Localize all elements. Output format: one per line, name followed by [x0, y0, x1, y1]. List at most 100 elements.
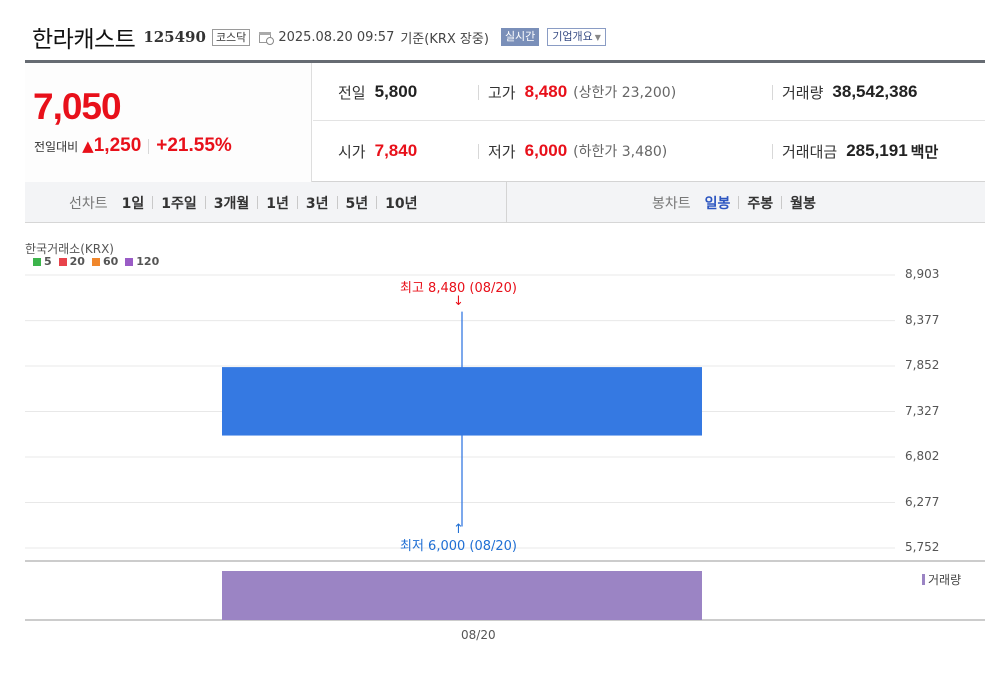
y-tick-label: 7,327	[905, 403, 940, 418]
volume-cell: 거래량 38,542,386	[782, 63, 918, 121]
market-badge: 코스닥	[211, 28, 251, 46]
quote-row-1: 전일 5,800 고가 8,480 (상한가 23,200) 거래량 38,54…	[313, 63, 985, 121]
prev-close-cell: 전일 5,800	[338, 63, 417, 121]
divider	[148, 138, 150, 154]
ma-legend-item: 120	[125, 255, 159, 268]
realtime-button[interactable]: 실시간	[500, 28, 540, 46]
candle-monthly[interactable]: 월봉	[790, 195, 816, 212]
company-info-label: 기업개요	[552, 30, 593, 43]
ma-legend-label: 5	[44, 255, 52, 268]
period-1y[interactable]: 1년	[266, 195, 289, 212]
period-1w[interactable]: 1주일	[161, 195, 197, 212]
divider	[478, 144, 479, 159]
low-annotation: ↑ 최저 6,000 (08/20)	[400, 521, 518, 554]
low-label: 저가	[488, 142, 516, 161]
x-axis-label: 08/20	[461, 628, 496, 642]
lower-limit: (하한가 3,480)	[573, 144, 668, 160]
up-arrow-icon: ↑	[453, 521, 464, 537]
high-annotation: 최고 8,480 (08/20) ↓	[400, 277, 518, 309]
y-tick-label: 5,752	[905, 540, 940, 554]
divider	[478, 85, 479, 100]
down-arrow-icon: ↓	[453, 293, 464, 309]
trade-value-unit: 백만	[910, 142, 939, 161]
volume-bar[interactable]	[222, 571, 702, 620]
calendar-clock-icon	[258, 29, 275, 45]
trade-value-label: 거래대금	[782, 142, 838, 161]
line-chart-options: 선차트 1일 1주일 3개월 1년 3년 5년 10년	[69, 182, 418, 223]
volume-label: 거래량	[782, 83, 824, 102]
high-value: 8,480	[524, 82, 568, 101]
divider	[772, 144, 773, 159]
divider	[772, 85, 773, 100]
open-cell: 시가 7,840	[338, 122, 417, 180]
divider	[257, 196, 259, 209]
period-3y[interactable]: 3년	[305, 195, 329, 212]
period-1d[interactable]: 1일	[121, 195, 145, 212]
period-5y[interactable]: 5년	[345, 195, 369, 212]
quote-datetime: 2025.08.20 09:57	[278, 29, 395, 45]
candle-weekly[interactable]: 주봉	[747, 195, 774, 212]
ma-legend-label: 120	[136, 255, 160, 268]
divider	[376, 196, 378, 209]
high-annotation-text: 최고 8,480 (08/20)	[400, 280, 518, 296]
divider	[296, 196, 298, 209]
y-tick-label: 8,903	[905, 267, 940, 281]
chart-source: 한국거래소(KRX)	[25, 242, 114, 256]
high-label: 고가	[488, 83, 516, 102]
candle-daily[interactable]: 일봉	[704, 195, 731, 212]
divider	[506, 182, 507, 223]
divider	[738, 196, 740, 209]
open-label: 시가	[338, 142, 366, 161]
candle-chart-label: 봉차트	[652, 195, 691, 212]
upper-limit: (상한가 23,200)	[573, 85, 677, 101]
y-tick-label: 6,802	[905, 449, 940, 464]
stock-header: 한라캐스트 125490 코스닥 2025.08.20 09:57 기준(KRX…	[32, 20, 606, 54]
volume-legend-swatch	[922, 574, 925, 585]
change-amount: 1,250	[93, 135, 142, 156]
period-3m[interactable]: 3개월	[213, 195, 250, 212]
quote-basis: 기준(KRX 장중)	[400, 31, 489, 47]
legend-swatch	[58, 257, 67, 266]
volume-value: 38,542,386	[832, 82, 918, 101]
ma-legend-item: 20	[58, 255, 85, 268]
high-cell: 고가 8,480 (상한가 23,200)	[488, 63, 676, 121]
ma-legend-item: 5	[33, 255, 52, 268]
period-10y[interactable]: 10년	[385, 195, 418, 212]
legend-swatch	[33, 257, 41, 266]
quote-row-2: 시가 7,840 저가 6,000 (하한가 3,480) 거래대금 285,1…	[313, 122, 985, 180]
company-info-dropdown[interactable]: 기업개요 ▼	[547, 28, 606, 46]
low-cell: 저가 6,000 (하한가 3,480)	[488, 122, 667, 180]
price-change: 전일대비 ▲ 1,250 +21.55%	[34, 135, 232, 157]
divider	[336, 196, 338, 209]
legend-swatch	[91, 257, 100, 266]
current-price: 7,050	[33, 86, 122, 127]
candle-body[interactable]	[222, 367, 702, 436]
candle-chart-options: 봉차트 일봉 주봉 월봉	[652, 182, 816, 223]
open-value: 7,840	[374, 141, 418, 160]
line-chart-label: 선차트	[69, 195, 108, 212]
trade-value: 285,191	[846, 141, 908, 160]
y-tick-label: 8,377	[905, 312, 940, 327]
y-tick-label: 7,852	[905, 358, 940, 373]
prev-close-value: 5,800	[374, 82, 418, 101]
up-triangle-icon: ▲	[82, 137, 94, 155]
legend-swatch	[125, 257, 134, 266]
price-summary: 7,050 전일대비 ▲ 1,250 +21.55%	[25, 63, 312, 182]
chevron-down-icon: ▼	[594, 33, 601, 42]
volume-legend-label: 거래량	[928, 573, 962, 587]
quote-panel: 7,050 전일대비 ▲ 1,250 +21.55% 전일 5,800 고가 8…	[25, 60, 985, 182]
stock-code: 125490	[143, 28, 206, 46]
ma-legend-item: 60	[91, 255, 118, 268]
prev-close-label: 전일	[338, 83, 366, 102]
low-annotation-text: 최저 6,000 (08/20)	[400, 538, 518, 554]
low-value: 6,000	[524, 141, 568, 160]
stock-name: 한라캐스트	[32, 27, 136, 53]
trade-value-cell: 거래대금 285,191 백만	[782, 122, 938, 180]
ma-legend-label: 20	[69, 255, 85, 268]
change-percent: +21.55%	[156, 135, 232, 156]
period-selector-bar: 선차트 1일 1주일 3개월 1년 3년 5년 10년 봉차트 일봉 주봉 월봉	[25, 182, 985, 223]
change-label: 전일대비	[34, 139, 79, 154]
divider	[204, 196, 206, 209]
moving-average-legend: 5 20 60 120	[33, 255, 166, 268]
